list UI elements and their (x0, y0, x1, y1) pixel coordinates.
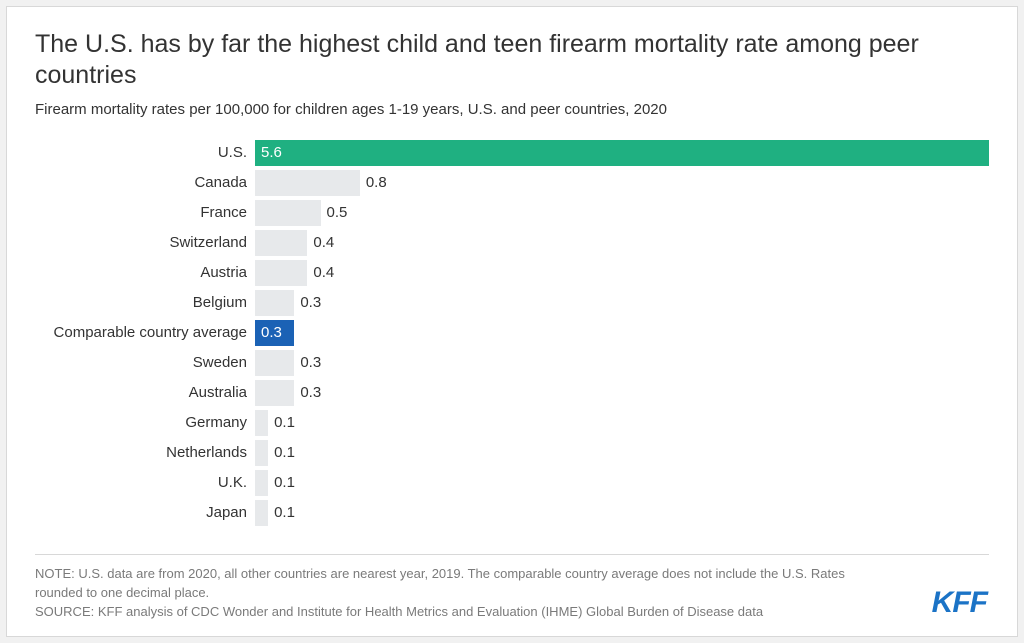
bar-value: 0.3 (255, 324, 282, 341)
bar-label: Germany (35, 414, 255, 431)
bar-track: 0.3 (255, 380, 989, 406)
bar-fill (255, 230, 307, 256)
bar-fill (255, 350, 294, 376)
footer-text: NOTE: U.S. data are from 2020, all other… (35, 565, 895, 622)
bar-fill (255, 290, 294, 316)
bar-label: Switzerland (35, 234, 255, 251)
bar-label: Australia (35, 384, 255, 401)
bar-label: France (35, 204, 255, 221)
bar-row: Austria 0.4 (35, 258, 989, 288)
bar-value: 0.1 (268, 414, 295, 431)
bar-label: Sweden (35, 354, 255, 371)
bar-row: Japan 0.1 (35, 498, 989, 528)
bar-row: Netherlands 0.1 (35, 438, 989, 468)
bar-track: 0.4 (255, 260, 989, 286)
bar-row: Canada 0.8 (35, 168, 989, 198)
chart-card: The U.S. has by far the highest child an… (6, 6, 1018, 637)
bar-track: 0.1 (255, 440, 989, 466)
bar-fill: 5.6 (255, 140, 989, 166)
kff-logo: KFF (932, 586, 989, 622)
bar-row: Switzerland 0.4 (35, 228, 989, 258)
bar-row: France 0.5 (35, 198, 989, 228)
footer-source: SOURCE: KFF analysis of CDC Wonder and I… (35, 603, 895, 622)
bar-fill (255, 380, 294, 406)
chart-subtitle: Firearm mortality rates per 100,000 for … (35, 100, 989, 120)
bar-value: 0.1 (268, 474, 295, 491)
bar-label: Netherlands (35, 444, 255, 461)
bar-label: U.S. (35, 144, 255, 161)
bar-value: 5.6 (255, 144, 282, 161)
bar-row: U.S.5.6 (35, 138, 989, 168)
bar-label: Austria (35, 264, 255, 281)
bar-fill (255, 500, 268, 526)
bar-fill (255, 470, 268, 496)
bar-label: U.K. (35, 474, 255, 491)
bar-value: 0.8 (360, 174, 387, 191)
bar-value: 0.1 (268, 444, 295, 461)
bar-track: 0.3 (255, 350, 989, 376)
bar-label: Comparable country average (35, 324, 255, 341)
bar-track: 5.6 (255, 140, 989, 166)
bar-track: 0.1 (255, 410, 989, 436)
bar-fill (255, 260, 307, 286)
bar-fill (255, 410, 268, 436)
bar-track: 0.3 (255, 290, 989, 316)
bar-value: 0.3 (294, 384, 321, 401)
bar-row: Sweden 0.3 (35, 348, 989, 378)
chart-title: The U.S. has by far the highest child an… (35, 29, 955, 92)
bar-fill (255, 200, 321, 226)
bar-row: Comparable country average0.3 (35, 318, 989, 348)
bar-value: 0.4 (307, 234, 334, 251)
bar-track: 0.5 (255, 200, 989, 226)
bar-chart: U.S.5.6Canada0.8France0.5Switzerland0.4A… (35, 138, 989, 549)
bar-value: 0.3 (294, 354, 321, 371)
bar-label: Japan (35, 504, 255, 521)
bar-track: 0.3 (255, 320, 989, 346)
chart-footer: NOTE: U.S. data are from 2020, all other… (35, 554, 989, 622)
bar-fill (255, 170, 360, 196)
bar-fill: 0.3 (255, 320, 294, 346)
bar-track: 0.1 (255, 470, 989, 496)
bar-row: U.K. 0.1 (35, 468, 989, 498)
bar-row: Germany 0.1 (35, 408, 989, 438)
bar-track: 0.4 (255, 230, 989, 256)
bar-track: 0.8 (255, 170, 989, 196)
footer-note: NOTE: U.S. data are from 2020, all other… (35, 565, 895, 603)
bar-row: Australia 0.3 (35, 378, 989, 408)
bar-value: 0.5 (321, 204, 348, 221)
bar-value: 0.3 (294, 294, 321, 311)
bar-track: 0.1 (255, 500, 989, 526)
bar-fill (255, 440, 268, 466)
bar-value: 0.4 (307, 264, 334, 281)
bar-value: 0.1 (268, 504, 295, 521)
bar-label: Canada (35, 174, 255, 191)
bar-label: Belgium (35, 294, 255, 311)
bar-row: Belgium 0.3 (35, 288, 989, 318)
